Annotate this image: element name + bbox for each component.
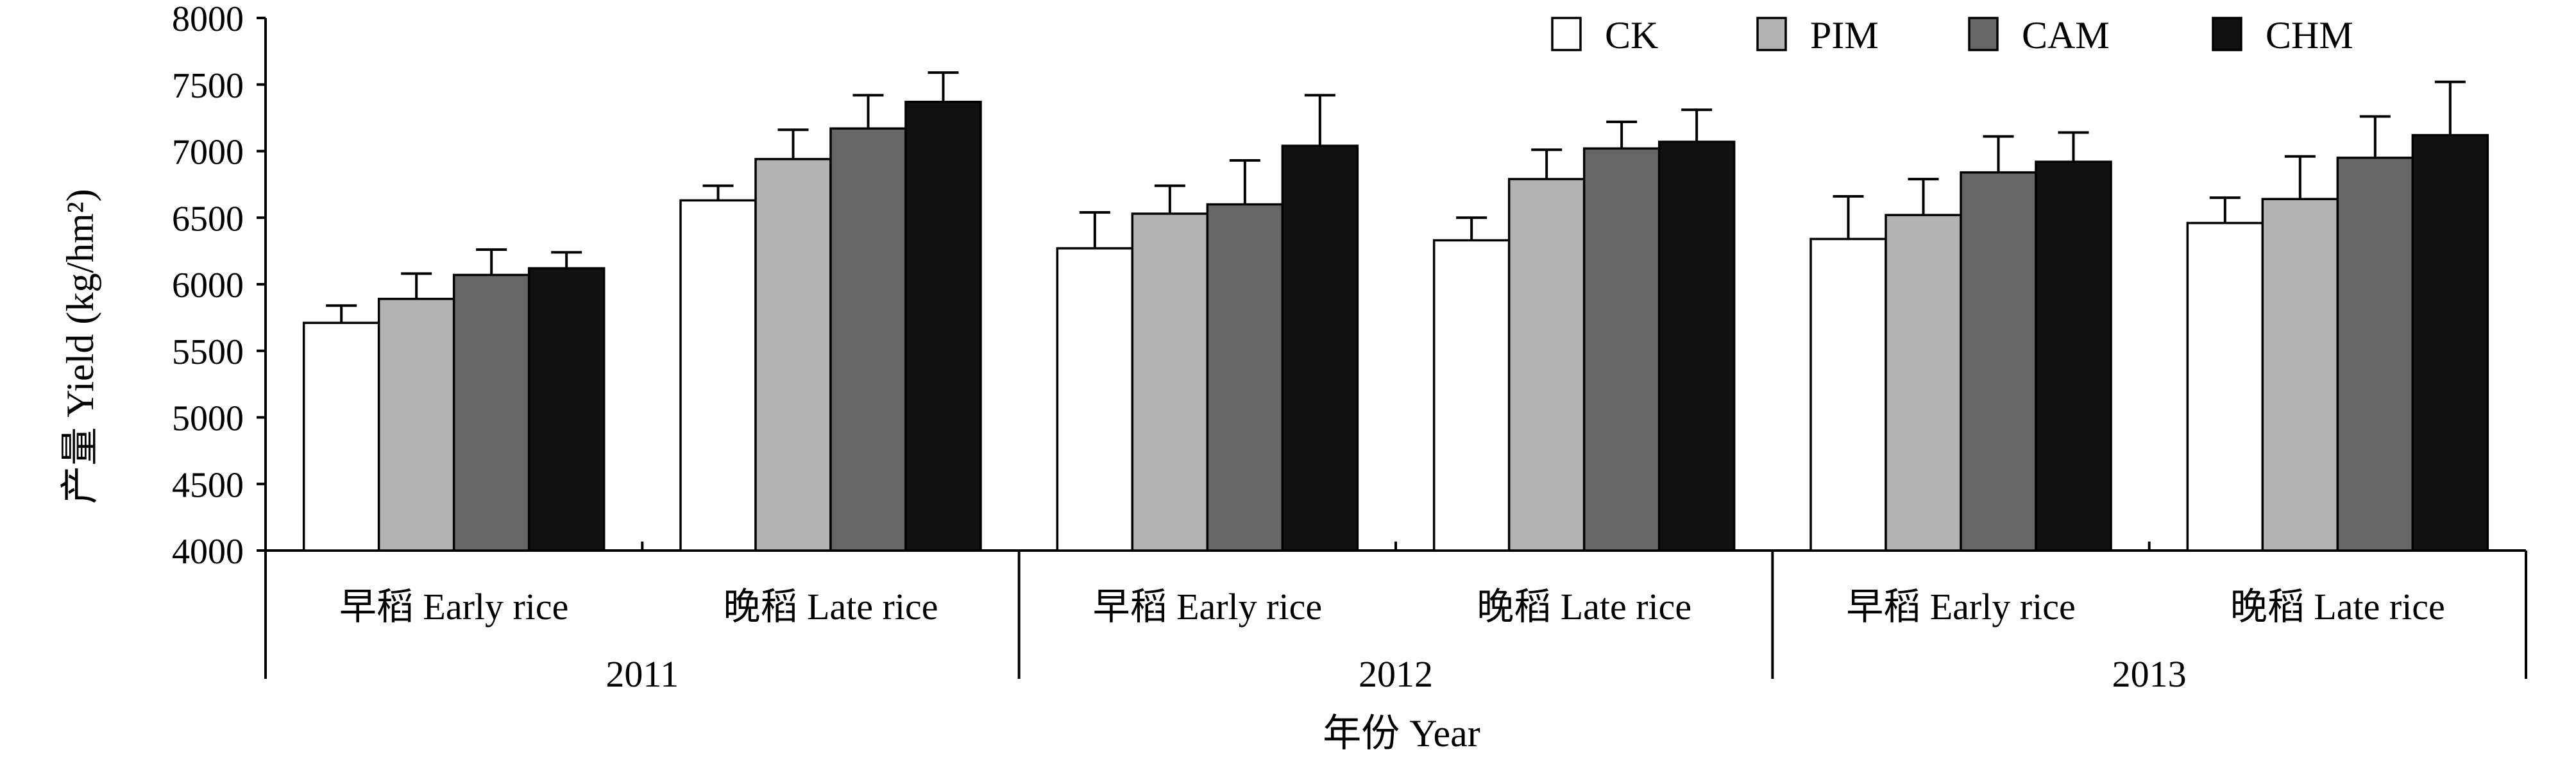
bar-cam — [2336, 157, 2414, 552]
legend-swatch-chm — [2212, 17, 2242, 51]
y-tick-label: 7000 — [172, 133, 244, 173]
bar-ck — [1809, 237, 1887, 552]
bar-chm — [2411, 133, 2489, 552]
x-axis-title: 年份 Year — [1323, 712, 1480, 755]
bar-chm — [1281, 144, 1359, 552]
bar-ck — [302, 321, 380, 552]
bar-pim — [1885, 214, 1962, 552]
y-tick-label: 8000 — [172, 0, 244, 39]
legend-label-chm: CHM — [2266, 14, 2353, 56]
x-group-label: 2013 — [2112, 653, 2187, 695]
bar-pim — [1507, 178, 1586, 552]
x-category-label: 晚稻 Late rice — [724, 586, 938, 628]
y-tick-label: 5500 — [172, 332, 244, 372]
bar-chm — [2035, 160, 2112, 552]
legend-label-ck: CK — [1605, 14, 1658, 56]
bar-ck — [1056, 247, 1134, 552]
legend-swatch-cam — [1968, 17, 1999, 51]
bar-pim — [377, 298, 455, 552]
bars — [302, 100, 2489, 552]
bar-cam — [1582, 147, 1661, 552]
bar-cam — [829, 127, 907, 552]
y-tick-label: 6000 — [172, 266, 244, 305]
error-bars — [326, 71, 2466, 323]
bar-ck — [2186, 221, 2264, 552]
x-category-label: 晚稻 Late rice — [1477, 586, 1691, 628]
bar-pim — [1131, 212, 1209, 552]
x-category-label: 晚稻 Late rice — [2230, 586, 2445, 628]
y-tick-label: 7500 — [172, 66, 244, 106]
bar-cam — [1960, 171, 2037, 552]
bar-chm — [904, 100, 982, 552]
bar-pim — [2261, 198, 2339, 552]
y-axis-title: 产量 Yield (kg/hm²) — [59, 189, 101, 504]
axes: 4000 4500 5000 5500 6000 6500 7000 7500 8000 早稻 E… — [172, 0, 2527, 695]
x-category-label: 早稻 Early rice — [1093, 586, 1323, 628]
bar-chm — [527, 267, 606, 552]
x-group-label: 2011 — [606, 653, 679, 695]
x-category-label: 早稻 Early rice — [339, 586, 569, 628]
bar-pim — [754, 158, 832, 552]
bar-ck — [679, 199, 757, 552]
y-tick-label: 5000 — [172, 399, 244, 439]
y-tick-label: 4500 — [172, 465, 244, 505]
bar-ck — [1432, 239, 1511, 552]
x-category-label: 早稻 Early rice — [1846, 586, 2076, 628]
bar-cam — [1206, 203, 1284, 552]
bar-chm — [1657, 141, 1736, 552]
x-group-label: 2012 — [1359, 653, 1433, 695]
bar-cam — [452, 273, 530, 552]
legend: CK PIM CAM CHM — [1551, 14, 2353, 56]
legend-swatch-pim — [1756, 17, 1787, 51]
y-tick-label: 6500 — [172, 199, 244, 239]
y-tick-label: 4000 — [172, 532, 244, 572]
legend-label-pim: PIM — [1810, 14, 1879, 56]
legend-swatch-ck — [1551, 17, 1582, 51]
legend-label-cam: CAM — [2022, 14, 2110, 56]
